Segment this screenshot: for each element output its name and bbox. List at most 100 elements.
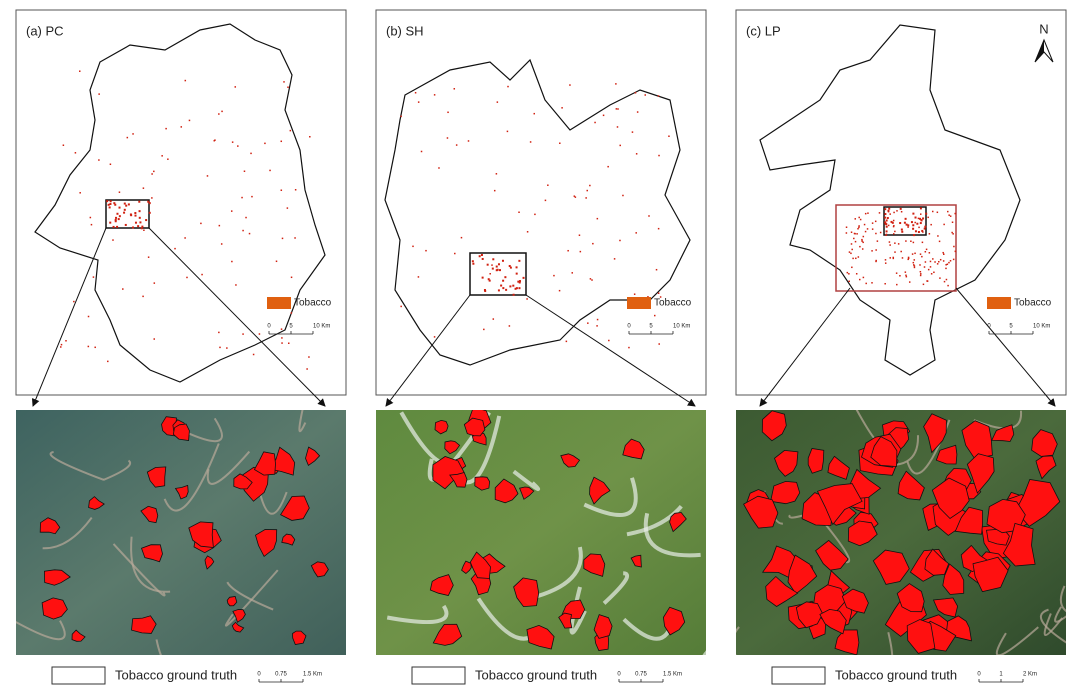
tobacco-pixel (913, 264, 915, 266)
tobacco-pixel (936, 211, 939, 214)
scale-label: 1.5 Km (303, 672, 322, 678)
tobacco-pixel (894, 251, 896, 253)
tobacco-pixel (165, 127, 167, 130)
tobacco-pixel (495, 173, 498, 175)
tobacco-pixel (895, 272, 898, 274)
tobacco-pixel (243, 170, 246, 173)
tobacco-pixel (622, 194, 624, 197)
legend-label: Tobacco ground truth (115, 667, 237, 682)
tobacco-pixel (79, 70, 81, 72)
tobacco-pixel (455, 144, 458, 146)
tobacco-pixel (879, 231, 882, 234)
tobacco-field (923, 413, 947, 454)
tobacco-pixel (553, 274, 555, 277)
tobacco-pixel (148, 211, 151, 214)
boundary (759, 24, 1021, 376)
tobacco-pixel (884, 213, 887, 216)
tobacco-pixel (518, 259, 521, 262)
tobacco-pixel (920, 219, 923, 222)
tobacco-pixel (491, 267, 494, 270)
tobacco-pixel (509, 285, 512, 288)
tobacco-field (292, 630, 307, 645)
tobacco-pixel (487, 278, 490, 281)
tobacco-pixel (142, 295, 144, 298)
tobacco-field (774, 449, 799, 477)
tobacco-pixel (905, 275, 908, 278)
tobacco-pixel (506, 130, 509, 133)
tobacco-field (841, 588, 869, 614)
tobacco-field (924, 548, 950, 576)
tobacco-pixel (587, 322, 589, 324)
tobacco-pixel (850, 231, 853, 233)
tobacco-pixel (79, 192, 81, 194)
tobacco-field (819, 608, 847, 635)
tobacco-pixel (901, 257, 904, 259)
legend-label: Tobacco (654, 298, 692, 309)
tobacco-pixel (668, 135, 670, 137)
tobacco-pixel (294, 237, 296, 239)
tobacco-pixel (929, 266, 932, 268)
tobacco-pixel (884, 221, 887, 224)
tobacco-pixel (938, 240, 941, 243)
tobacco-pixel (218, 224, 221, 227)
tobacco-pixel (108, 206, 111, 209)
tobacco-pixel (87, 315, 90, 318)
tobacco-pixel (888, 241, 891, 243)
tobacco-pixel (505, 288, 508, 291)
tobacco-pixel (142, 187, 145, 189)
tobacco-pixel (858, 278, 861, 281)
tobacco-field (669, 512, 687, 533)
tobacco-pixel (472, 262, 475, 265)
tobacco-pixel (502, 279, 505, 282)
tobacco-pixel (114, 203, 117, 206)
tobacco-pixel (500, 284, 503, 287)
scale-label: 1 (999, 672, 1003, 678)
legend-swatch (627, 297, 651, 309)
tobacco-pixel (871, 250, 873, 252)
tobacco-pixel (512, 284, 515, 287)
tobacco-pixel (153, 282, 156, 284)
tobacco-pixel (889, 213, 891, 215)
tobacco-pixel (919, 213, 922, 215)
tobacco-pixel (850, 243, 853, 245)
tobacco-pixel (134, 212, 137, 215)
tobacco-pixel (512, 293, 515, 296)
tobacco-pixel (951, 231, 953, 234)
tobacco-pixel (861, 248, 864, 250)
tobacco-field (630, 554, 642, 568)
tobacco-pixel (237, 145, 239, 147)
tobacco-pixel (907, 256, 910, 259)
tobacco-pixel (926, 280, 928, 282)
tobacco-pixel (90, 223, 93, 226)
tobacco-pixel (280, 189, 283, 191)
tobacco-pixel (921, 229, 924, 232)
tobacco-pixel (871, 228, 874, 230)
tobacco-pixel (900, 228, 903, 231)
tobacco-pixel (912, 227, 915, 230)
tobacco-pixel (92, 276, 95, 278)
terrain-streak (386, 604, 449, 624)
tobacco-pixel (122, 288, 124, 290)
tobacco-field (816, 483, 863, 526)
tobacco-field (88, 496, 105, 510)
tobacco-pixel (153, 170, 155, 173)
tobacco-pixel (109, 200, 112, 203)
tobacco-pixel (242, 229, 244, 232)
tobacco-pixel (914, 216, 917, 219)
tobacco-field (310, 561, 329, 578)
tobacco-pixel (912, 241, 915, 244)
tobacco-pixel (858, 226, 860, 229)
tobacco-pixel (924, 225, 927, 228)
tobacco-field (474, 476, 491, 491)
terrain-streak (529, 546, 583, 601)
tobacco-pixel (607, 165, 609, 168)
tobacco-pixel (897, 243, 900, 245)
tobacco-field (847, 520, 878, 547)
tobacco-field (761, 410, 787, 442)
terrain-streak (16, 620, 66, 641)
tobacco-pixel (875, 259, 877, 262)
tobacco-field (174, 484, 189, 500)
tobacco-pixel (221, 110, 223, 113)
tobacco-pixel (125, 204, 128, 207)
